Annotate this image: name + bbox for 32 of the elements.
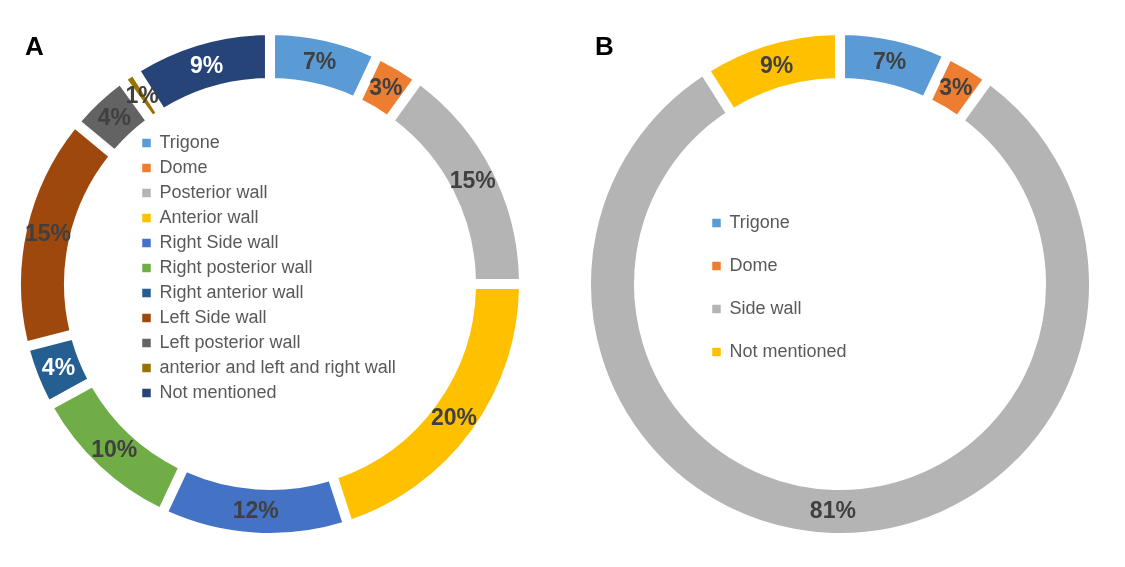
data-label: 3% xyxy=(939,74,973,101)
legend-label: anterior and left and right wall xyxy=(159,357,396,377)
data-label: 81% xyxy=(809,497,856,524)
legend-label: Posterior wall xyxy=(159,182,268,202)
chart-title: A xyxy=(25,31,44,62)
data-label: 7% xyxy=(303,47,337,74)
data-label: 20% xyxy=(431,403,478,430)
legend-label: Not mentioned xyxy=(159,382,277,402)
data-label: 15% xyxy=(449,166,496,193)
legend-label: Right anterior wall xyxy=(159,282,304,302)
donut-slice xyxy=(166,470,345,535)
data-label: 9% xyxy=(189,51,224,78)
legend-label: Trigone xyxy=(729,212,790,232)
legend-label: Trigone xyxy=(159,132,220,152)
legend-label: Left Side wall xyxy=(159,307,267,327)
legend-label: Not mentioned xyxy=(729,341,847,361)
data-label: 7% xyxy=(873,47,907,74)
data-label: 4% xyxy=(41,353,76,380)
legend-label: Left posterior wall xyxy=(159,332,301,352)
data-label: 9% xyxy=(759,51,794,78)
data-label: 12% xyxy=(232,497,279,524)
legend-label: Right Side wall xyxy=(159,232,279,252)
legend-label: Anterior wall xyxy=(159,207,259,227)
donut-slice xyxy=(19,126,111,344)
donut-slice xyxy=(708,33,837,110)
data-label: 10% xyxy=(91,435,138,462)
legend-label: Dome xyxy=(159,157,208,177)
legend-label: Dome xyxy=(729,255,778,275)
legend-label: Side wall xyxy=(729,298,802,318)
chart-title: B xyxy=(595,31,614,62)
legend-label: Right posterior wall xyxy=(159,257,313,277)
data-label: 3% xyxy=(369,74,403,101)
